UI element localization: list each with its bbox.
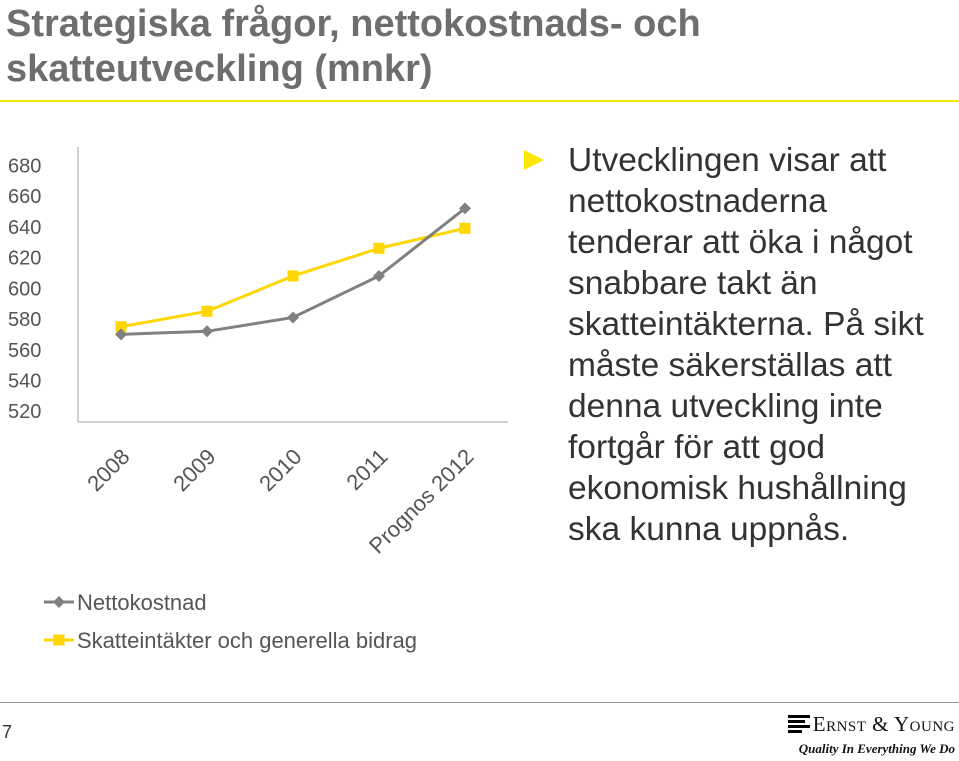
series-layer bbox=[115, 202, 471, 341]
footer-divider bbox=[0, 702, 959, 703]
commentary: Utvecklingen visar att nettokostnaderna … bbox=[524, 140, 953, 550]
legend: Nettokostnad Skatteintäkter och generella… bbox=[44, 590, 417, 653]
y-tick-label: 620 bbox=[8, 248, 41, 270]
line-chart: 680 660 640 620 600 580 560 540 520 2008 2009 2010… bbox=[8, 147, 508, 653]
y-tick-label: 640 bbox=[8, 217, 41, 239]
y-tick-label: 540 bbox=[8, 370, 41, 392]
bullet-arrow-icon bbox=[524, 150, 544, 170]
data-point bbox=[373, 242, 385, 254]
x-tick-label: 2011 bbox=[341, 444, 392, 495]
y-tick-label: 560 bbox=[8, 340, 41, 362]
title-divider bbox=[0, 100, 959, 102]
data-point bbox=[287, 311, 299, 324]
logo-name: Ernst & Young bbox=[812, 712, 955, 736]
x-tick-label: 2010 bbox=[254, 444, 306, 496]
y-tick-label: 660 bbox=[8, 186, 41, 208]
data-point bbox=[459, 202, 471, 215]
y-axis: 680 660 640 620 600 580 560 540 520 bbox=[8, 155, 41, 423]
x-tick-label: 2009 bbox=[168, 444, 220, 496]
company-logo: Ernst & Young Quality In Everything We D… bbox=[770, 712, 955, 757]
page-number: 7 bbox=[2, 722, 13, 742]
data-point bbox=[201, 305, 213, 317]
legend-label: Skatteintäkter och generella bidrag bbox=[77, 628, 417, 653]
y-tick-label: 520 bbox=[8, 401, 41, 423]
legend-marker bbox=[53, 596, 65, 608]
y-tick-label: 680 bbox=[8, 155, 41, 177]
x-tick-label: 2008 bbox=[82, 444, 134, 496]
page-title: Strategiska frågor, nettokostnads- och s… bbox=[6, 3, 701, 90]
ey-logo-icon bbox=[787, 715, 810, 734]
y-tick-label: 580 bbox=[8, 309, 41, 331]
data-point bbox=[115, 321, 127, 333]
logo-tagline: Quality In Everything We Do bbox=[798, 741, 955, 756]
commentary-text: Utvecklingen visar att nettokostnaderna … bbox=[568, 142, 924, 548]
data-point bbox=[201, 325, 213, 338]
data-point bbox=[115, 328, 127, 341]
data-point bbox=[459, 222, 471, 234]
legend-marker bbox=[53, 634, 65, 646]
legend-label: Nettokostnad bbox=[77, 590, 207, 615]
y-tick-label: 600 bbox=[8, 278, 41, 300]
data-point bbox=[373, 269, 385, 282]
data-point bbox=[287, 270, 299, 282]
